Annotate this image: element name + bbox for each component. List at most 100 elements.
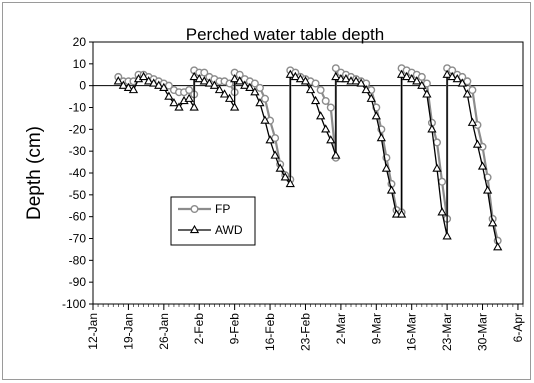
data-point-awd — [204, 78, 214, 87]
y-tick-label: -30 — [69, 144, 87, 158]
data-point-awd — [189, 71, 199, 81]
y-tick-label: -40 — [69, 166, 87, 180]
legend-marker-fp — [190, 204, 199, 213]
data-point-awd — [386, 185, 397, 194]
data-point-awd — [341, 73, 351, 83]
data-point-awd — [366, 93, 376, 102]
data-point-awd — [417, 80, 427, 89]
data-point-awd — [209, 80, 220, 89]
data-point-awd — [457, 78, 467, 87]
legend-label-awd: AWD — [215, 223, 243, 237]
data-point-awd — [437, 207, 447, 216]
x-tick-label: 26-Jan — [157, 313, 171, 350]
x-tick-label: 23-Feb — [298, 313, 312, 351]
data-point-fp — [422, 79, 431, 88]
data-point-fp — [433, 138, 442, 147]
legend-box — [170, 196, 256, 246]
data-point-awd — [265, 135, 275, 144]
data-point-awd — [138, 71, 149, 81]
data-point-awd — [300, 76, 311, 85]
x-tick-label: 2-Feb — [192, 313, 206, 345]
data-point-awd — [285, 178, 295, 188]
data-point-awd — [290, 71, 300, 81]
data-point-awd — [260, 115, 270, 124]
data-point-awd — [230, 102, 240, 111]
x-tick-label: 2-Mar — [334, 313, 348, 344]
y-tick-label: 0 — [79, 79, 86, 93]
data-point-awd — [154, 80, 164, 89]
y-tick-label: -90 — [69, 275, 87, 289]
data-point-awd — [402, 71, 412, 81]
data-point-awd — [270, 150, 280, 159]
data-point-awd — [219, 89, 230, 98]
data-point-awd — [376, 132, 386, 142]
x-tick-label: 16-Feb — [263, 313, 277, 351]
data-point-fp — [261, 94, 270, 103]
series-layer — [113, 64, 503, 251]
y-tick-label: -10 — [69, 101, 87, 115]
x-tick-label: 12-Jan — [86, 313, 100, 350]
data-point-awd — [169, 98, 179, 107]
data-point-awd — [331, 71, 341, 81]
data-point-awd — [482, 185, 493, 194]
x-tick-label: 23-Mar — [440, 313, 454, 351]
data-point-awd — [407, 73, 417, 83]
legend-label-fp: FP — [215, 202, 230, 216]
data-point-awd — [295, 73, 306, 83]
y-tick-label: -100 — [62, 297, 86, 311]
legend-marker-symbol — [189, 224, 200, 234]
x-tick-label: 6-Apr — [511, 313, 525, 342]
data-point-awd — [361, 84, 371, 94]
data-point-awd — [462, 89, 472, 98]
data-point-fp — [185, 86, 194, 95]
y-tick-label: -60 — [69, 210, 87, 224]
data-point-awd — [422, 89, 432, 98]
data-point-awd — [240, 80, 250, 89]
data-point-awd — [149, 78, 159, 87]
data-point-fp — [250, 79, 259, 88]
data-point-awd — [250, 87, 260, 96]
data-point-awd — [235, 76, 245, 85]
chart-title: Perched water table depth — [186, 25, 384, 44]
data-point-awd — [310, 95, 321, 105]
data-point-awd — [447, 71, 457, 81]
data-point-awd — [164, 91, 174, 100]
data-point-awd — [381, 163, 392, 172]
data-point-fp — [271, 134, 280, 143]
data-point-awd — [275, 163, 285, 172]
legend-marker-awd — [189, 224, 200, 234]
data-point-awd — [432, 163, 442, 172]
data-point-awd — [174, 102, 184, 111]
data-point-fp — [417, 72, 426, 81]
data-point-fp — [316, 86, 325, 95]
data-point-awd — [159, 82, 169, 91]
data-point-awd — [371, 111, 381, 120]
data-point-awd — [184, 93, 194, 102]
series-awd — [113, 69, 503, 251]
data-point-awd — [280, 172, 290, 181]
y-axis: 20 10 0 -10 -20 -30 -40 -50 -60 -70 -80 -90 -100 — [62, 35, 523, 311]
data-point-awd — [442, 69, 452, 78]
legend: FP AWD — [170, 196, 256, 246]
data-point-awd — [224, 93, 235, 102]
data-point-awd — [118, 80, 128, 89]
data-point-fp — [468, 86, 477, 95]
data-point-awd — [194, 73, 204, 83]
data-point-awd — [189, 102, 199, 111]
data-point-awd — [113, 76, 123, 85]
data-point-awd — [427, 124, 437, 133]
data-point-awd — [351, 76, 361, 85]
data-point-awd — [396, 209, 407, 218]
data-point-fp — [463, 77, 472, 86]
data-point-fp — [164, 81, 173, 90]
x-tick-label: 16-Mar — [405, 313, 419, 351]
data-point-awd — [199, 76, 209, 85]
data-point-awd — [255, 98, 265, 107]
data-point-awd — [230, 73, 240, 83]
data-point-awd — [128, 84, 139, 94]
y-tick-label: -20 — [69, 122, 87, 136]
data-point-awd — [245, 82, 255, 91]
data-point-awd — [396, 69, 407, 78]
data-point-fp — [326, 103, 335, 112]
data-point-awd — [285, 69, 295, 78]
